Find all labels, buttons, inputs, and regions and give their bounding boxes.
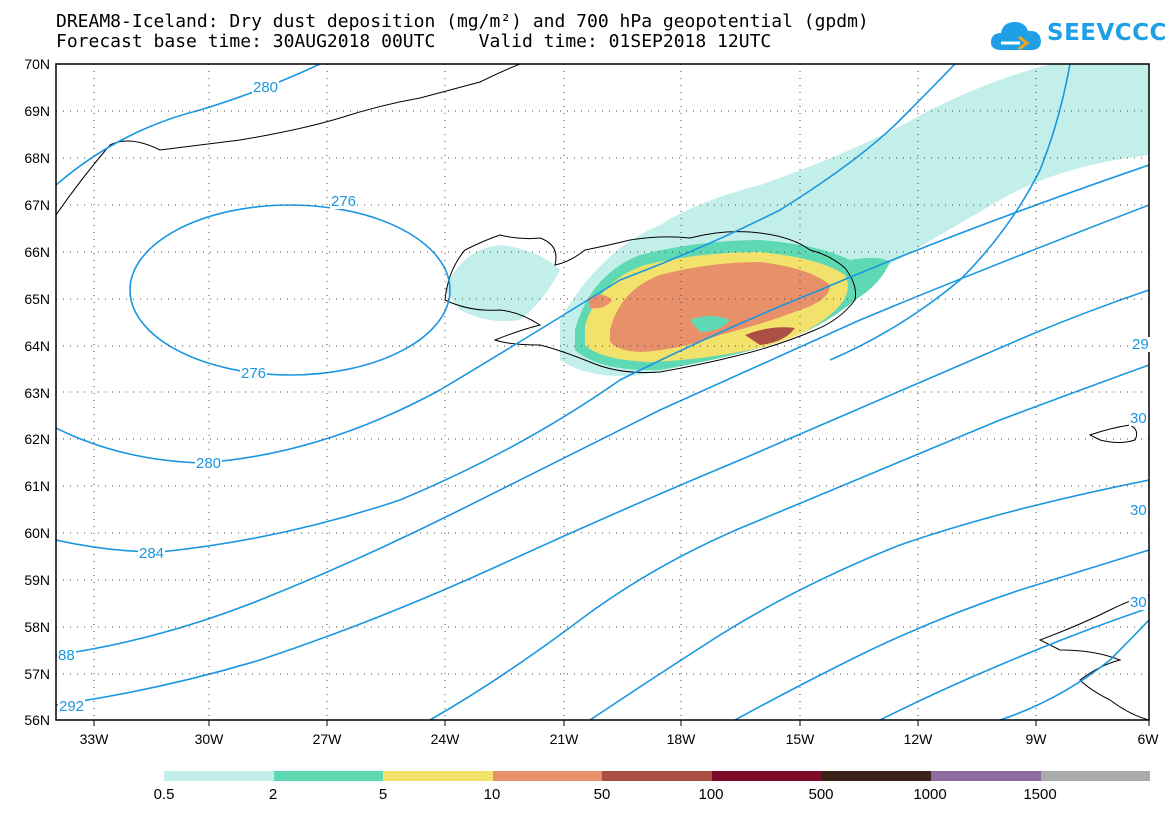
lon-label: 18W	[666, 731, 696, 747]
legend-swatch	[273, 771, 384, 781]
contour-label: 284	[138, 545, 166, 562]
legend-swatch	[383, 771, 493, 781]
contour-label: 30	[1129, 410, 1148, 427]
contour-label: 280	[195, 455, 223, 472]
map-frame	[55, 63, 1150, 721]
contour-label: 88	[57, 647, 76, 664]
lon-label: 6W	[1137, 731, 1159, 747]
lat-label: 70N	[24, 56, 50, 72]
contour-label: 30	[1129, 502, 1148, 519]
greenland-coastline	[56, 64, 521, 216]
dust-west-fjords	[445, 245, 560, 322]
lon-label: 21W	[549, 731, 579, 747]
lat-label: 64N	[24, 338, 50, 354]
lat-label: 56N	[24, 712, 50, 728]
contour-label: 276	[330, 193, 358, 210]
lat-label: 63N	[24, 385, 50, 401]
lat-label: 68N	[24, 150, 50, 166]
legend-swatch	[930, 771, 1041, 781]
lat-label: 61N	[24, 478, 50, 494]
legend-swatch	[602, 771, 712, 781]
lon-label: 24W	[430, 731, 460, 747]
map-subtitle: Forecast base time: 30AUG2018 00UTC Vali…	[56, 31, 772, 52]
contour-label: 292	[58, 698, 86, 715]
legend-label: 100	[698, 786, 724, 803]
lat-label: 62N	[24, 431, 50, 447]
legend-swatch	[821, 771, 931, 781]
lat-label: 58N	[24, 619, 50, 635]
lat-label: 69N	[24, 103, 50, 119]
lat-label: 66N	[24, 244, 50, 260]
legend-label: 2	[268, 786, 278, 803]
lat-label: 67N	[24, 197, 50, 213]
lon-label: 30W	[194, 731, 224, 747]
legend-label: 10	[483, 786, 501, 803]
lon-label: 15W	[785, 731, 815, 747]
legend-label: 5	[378, 786, 388, 803]
lon-label: 33W	[79, 731, 109, 747]
legend-label: 500	[808, 786, 834, 803]
legend-label: 50	[593, 786, 611, 803]
legend-swatch	[164, 771, 274, 781]
legend-label: 1500	[1023, 786, 1057, 803]
lat-label: 60N	[24, 525, 50, 541]
norway-coastline	[1038, 594, 1149, 720]
iceland-coastline	[444, 231, 856, 374]
legend-swatch	[1040, 771, 1151, 781]
legend-swatch	[492, 771, 603, 781]
lon-label: 9W	[1025, 731, 1047, 747]
lon-label: 27W	[312, 731, 342, 747]
lat-label: 57N	[24, 666, 50, 682]
contour-label: 29	[1131, 336, 1150, 353]
color-legend	[164, 771, 1151, 781]
legend-label: 0.5	[153, 786, 175, 803]
lat-label: 65N	[24, 291, 50, 307]
logo-text: SEEVCCC	[1047, 20, 1167, 46]
map-title: DREAM8-Iceland: Dry dust deposition (mg/…	[56, 11, 869, 32]
lon-label: 12W	[903, 731, 933, 747]
contour-label: 280	[252, 79, 280, 96]
legend-label: 1000	[913, 786, 947, 803]
lat-label: 59N	[24, 572, 50, 588]
dust-plume-orange	[610, 262, 830, 352]
contour-label: 276	[240, 365, 268, 382]
contour-label: 30	[1129, 594, 1148, 611]
legend-swatch	[711, 771, 822, 781]
cloud-logo-icon	[990, 22, 1041, 51]
faroes-coastline	[1088, 424, 1138, 443]
